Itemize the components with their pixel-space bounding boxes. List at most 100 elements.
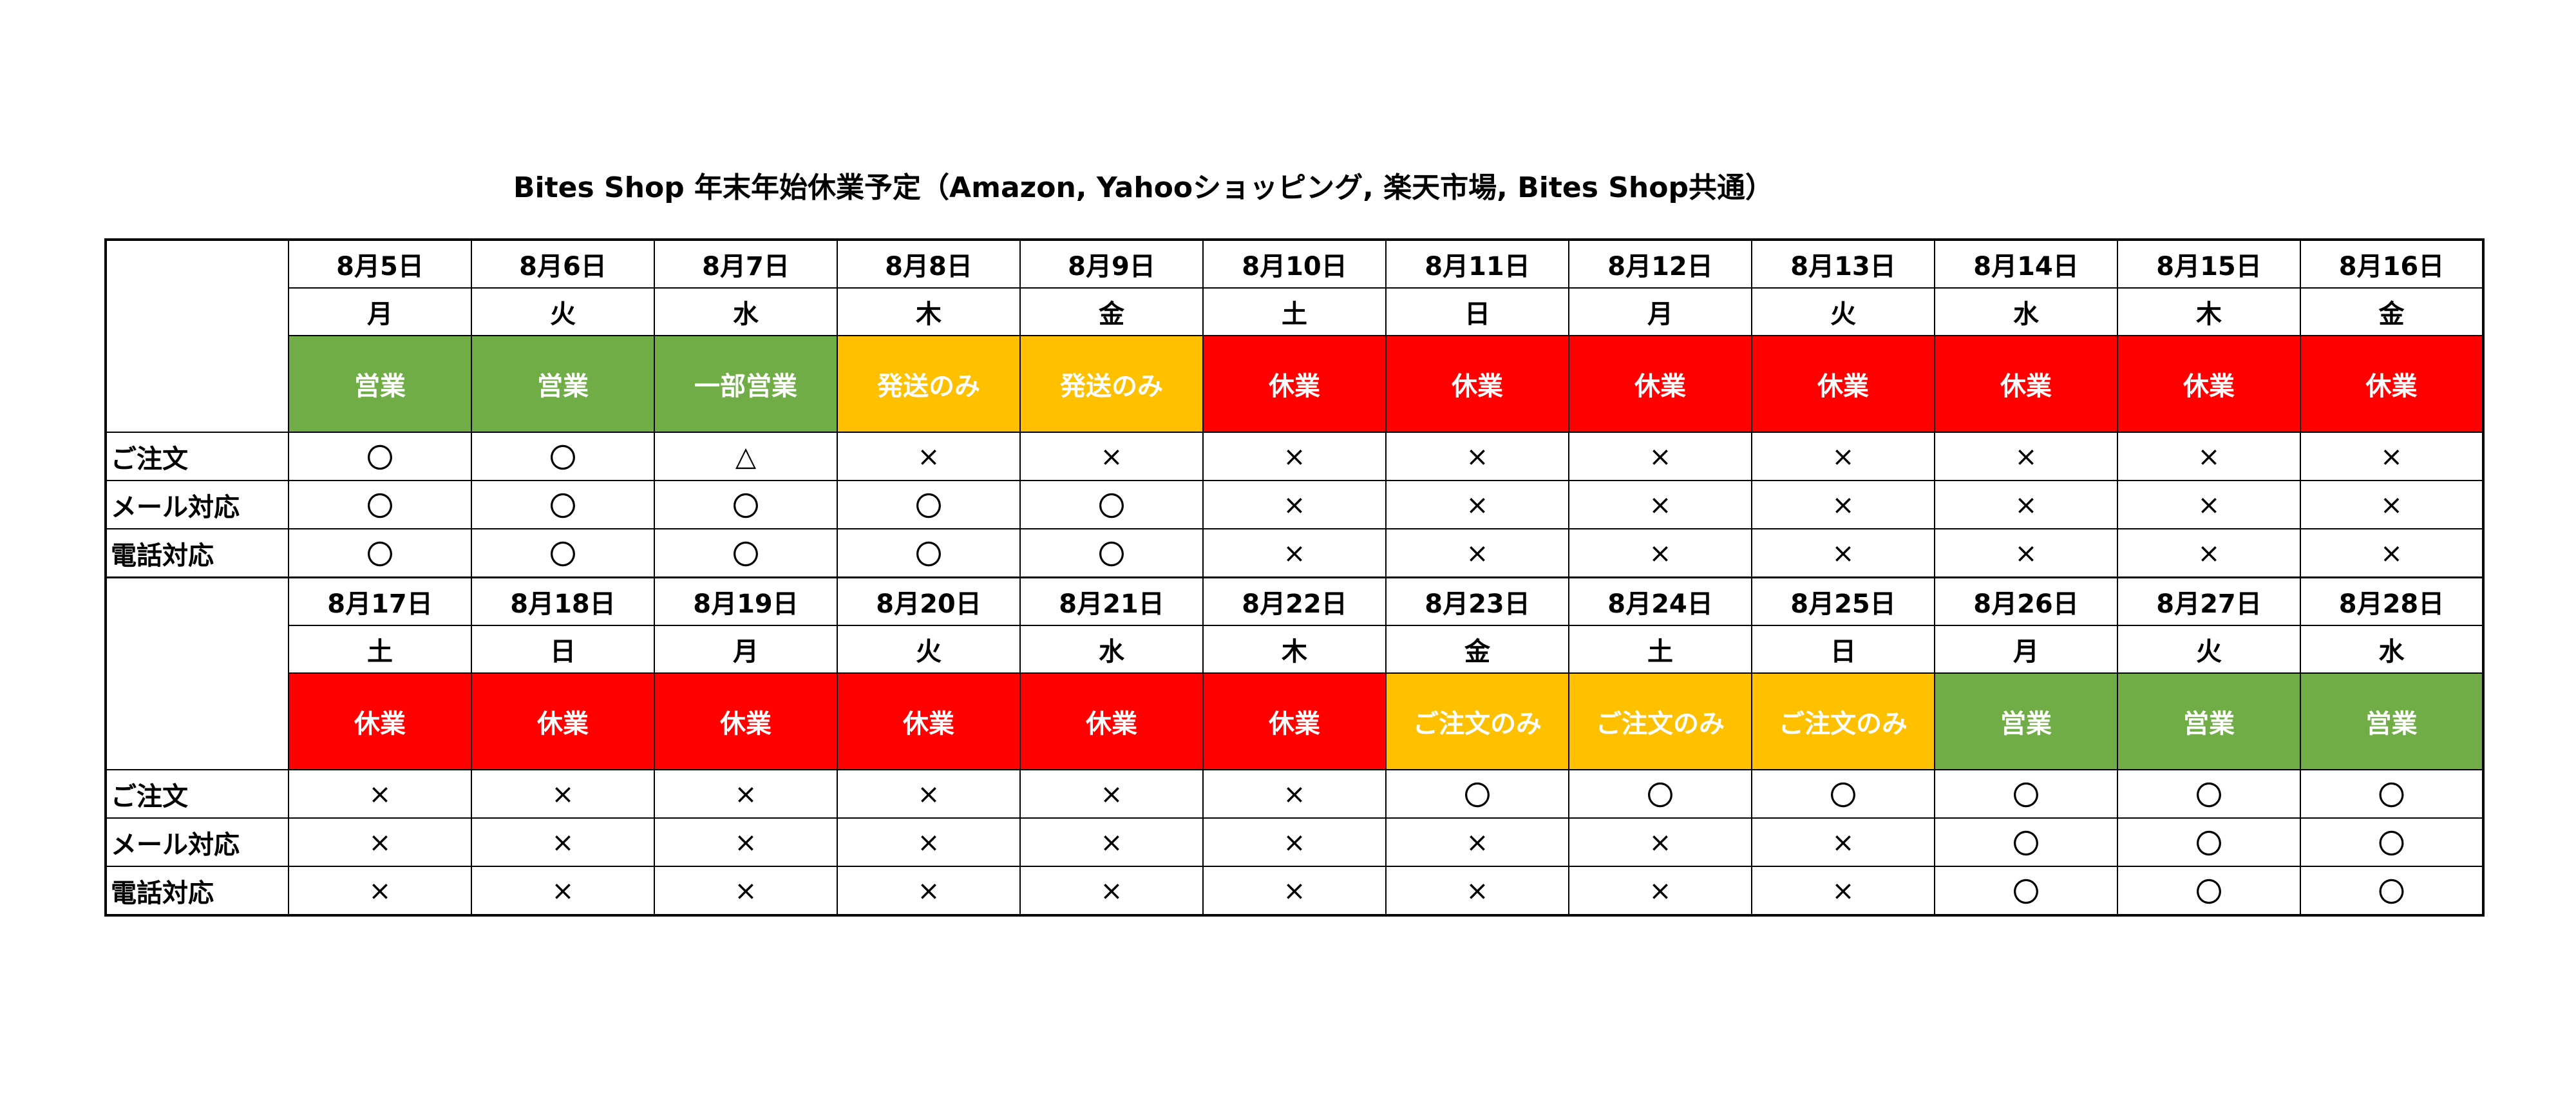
status-cell: 休業 <box>1019 672 1204 770</box>
mail-row: メール対応〇〇〇〇〇 × × × × × × × <box>105 480 2484 529</box>
mail-mark-cell: × <box>654 817 838 867</box>
phone-mark-cell: 〇 <box>2117 866 2301 916</box>
weekday-row: 月火水木金土日月火水木金 <box>106 287 2484 336</box>
phone-row: 電話対応 × × × × × × × × × 〇〇〇 <box>105 866 2484 916</box>
weekday-cell: 金 <box>2300 287 2484 336</box>
weekday-cell: 土 <box>1568 625 1752 674</box>
order-mark-cell: × <box>1202 432 1387 481</box>
status-cell: 営業 <box>2300 672 2484 770</box>
phone-mark-cell: × <box>1202 528 1387 578</box>
date-row: 8月17日 8月18日 8月19日 8月20日 8月21日 8月22日 8月23日 8月24日… <box>105 576 2484 770</box>
phone-mark-cell: 〇 <box>471 528 655 578</box>
order-mark-cell: × <box>2117 432 2301 481</box>
order-mark-cell: × <box>1751 432 1935 481</box>
mail-mark-cell: × <box>837 817 1021 867</box>
status-cell: 休業 <box>2117 335 2301 433</box>
status-cell: 休業 <box>2300 335 2484 433</box>
page-title: Bites Shop 年末年始休業予定（Amazon, Yahooショッピング,… <box>513 171 1774 204</box>
status-cell: ご注文のみ <box>1751 672 1935 770</box>
order-mark-cell: × <box>1568 432 1752 481</box>
status-cell: 一部営業 <box>654 335 838 433</box>
date-cell: 8月13日 <box>1751 239 1935 289</box>
header-corner-cell <box>105 576 289 770</box>
status-cell: 休業 <box>1934 335 2118 433</box>
order-mark-cell: × <box>471 769 655 819</box>
status-cell: 営業 <box>2117 672 2301 770</box>
phone-mark-cell: × <box>654 866 838 916</box>
order-mark-cell: × <box>1019 432 1204 481</box>
status-cell: 営業 <box>1934 672 2118 770</box>
order-mark-cell: 〇 <box>288 432 472 481</box>
mail-mark-cell: 〇 <box>1019 480 1204 529</box>
phone-mark-cell: × <box>1202 866 1387 916</box>
weekday-cell: 月 <box>654 625 838 674</box>
order-mark-cell: × <box>837 432 1021 481</box>
schedule-table: 8月5日 8月6日 8月7日 8月8日 8月9日 8月10日 8月11日 8月12日 8月13日… <box>104 238 2485 917</box>
order-mark-cell: 〇 <box>1934 769 2118 819</box>
status-cell: 発送のみ <box>1019 335 1204 433</box>
date-row: 8月5日 8月6日 8月7日 8月8日 8月9日 8月10日 8月11日 8月12日 8月13日… <box>105 239 2484 433</box>
order-mark-cell: 〇 <box>1568 769 1752 819</box>
header-corner-cell <box>105 239 289 433</box>
order-mark-cell: 〇 <box>1751 769 1935 819</box>
mail-mark-cell: × <box>288 817 472 867</box>
date-cell: 8月8日 <box>837 239 1021 289</box>
date-cell: 8月23日 <box>1385 576 1569 626</box>
row-label-phone: 電話対応 <box>105 866 289 916</box>
status-cell: 発送のみ <box>837 335 1021 433</box>
mail-row: メール対応 × × × × × × × × × 〇〇〇 <box>105 817 2484 867</box>
date-cell: 8月9日 <box>1019 239 1204 289</box>
phone-mark-cell: × <box>288 866 472 916</box>
weekday-cell: 木 <box>2117 287 2301 336</box>
mail-mark-cell: × <box>1751 817 1935 867</box>
phone-mark-cell: 〇 <box>2300 866 2484 916</box>
date-cell: 8月20日 <box>837 576 1021 626</box>
date-cell: 8月5日 <box>288 239 472 289</box>
row-label-mail: メール対応 <box>105 817 289 867</box>
date-cell: 8月21日 <box>1019 576 1204 626</box>
mail-mark-cell: × <box>471 817 655 867</box>
phone-mark-cell: 〇 <box>1934 866 2118 916</box>
mail-mark-cell: × <box>1568 817 1752 867</box>
phone-mark-cell: × <box>1385 528 1569 578</box>
order-mark-cell: × <box>1385 432 1569 481</box>
mail-mark-cell: × <box>1019 817 1204 867</box>
phone-mark-cell: × <box>1751 866 1935 916</box>
status-row: 休業 休業 休業 休業 休業 休業 ご注文のみ ご注文のみ ご注文のみ 営業 営業 営業 <box>106 672 2484 770</box>
date-cell: 8月10日 <box>1202 239 1387 289</box>
order-mark-cell: 〇 <box>1385 769 1569 819</box>
weekday-cell: 火 <box>471 287 655 336</box>
row-label-order: ご注文 <box>105 769 289 819</box>
mail-mark-cell: × <box>1934 480 2118 529</box>
status-cell: 休業 <box>1385 335 1569 433</box>
weekday-cell: 火 <box>837 625 1021 674</box>
phone-mark-cell: × <box>1751 528 1935 578</box>
phone-mark-cell: 〇 <box>837 528 1021 578</box>
status-cell: 休業 <box>654 672 838 770</box>
weekday-cell: 土 <box>1202 287 1387 336</box>
mail-mark-cell: × <box>1202 817 1387 867</box>
date-cell: 8月22日 <box>1202 576 1387 626</box>
weekday-cell: 水 <box>1019 625 1204 674</box>
mail-mark-cell: × <box>2117 480 2301 529</box>
status-cell: 営業 <box>288 335 472 433</box>
weekday-cell: 日 <box>1751 625 1935 674</box>
phone-mark-cell: 〇 <box>1019 528 1204 578</box>
date-cell: 8月19日 <box>654 576 838 626</box>
mail-mark-cell: 〇 <box>2300 817 2484 867</box>
date-cell: 8月16日 <box>2300 239 2484 289</box>
mail-mark-cell: × <box>2300 480 2484 529</box>
date-cell: 8月15日 <box>2117 239 2301 289</box>
status-cell: 休業 <box>1202 672 1387 770</box>
status-cell: ご注文のみ <box>1568 672 1752 770</box>
weekday-cell: 水 <box>1934 287 2118 336</box>
mail-mark-cell: 〇 <box>1934 817 2118 867</box>
phone-row: 電話対応〇〇〇〇〇 × × × × × × × <box>105 528 2484 578</box>
status-cell: 休業 <box>837 672 1021 770</box>
weekday-row: 土日月火水木金土日月火水 <box>106 625 2484 674</box>
weekday-cell: 火 <box>2117 625 2301 674</box>
date-cell: 8月28日 <box>2300 576 2484 626</box>
weekday-cell: 月 <box>288 287 472 336</box>
phone-mark-cell: × <box>1385 866 1569 916</box>
phone-mark-cell: × <box>471 866 655 916</box>
